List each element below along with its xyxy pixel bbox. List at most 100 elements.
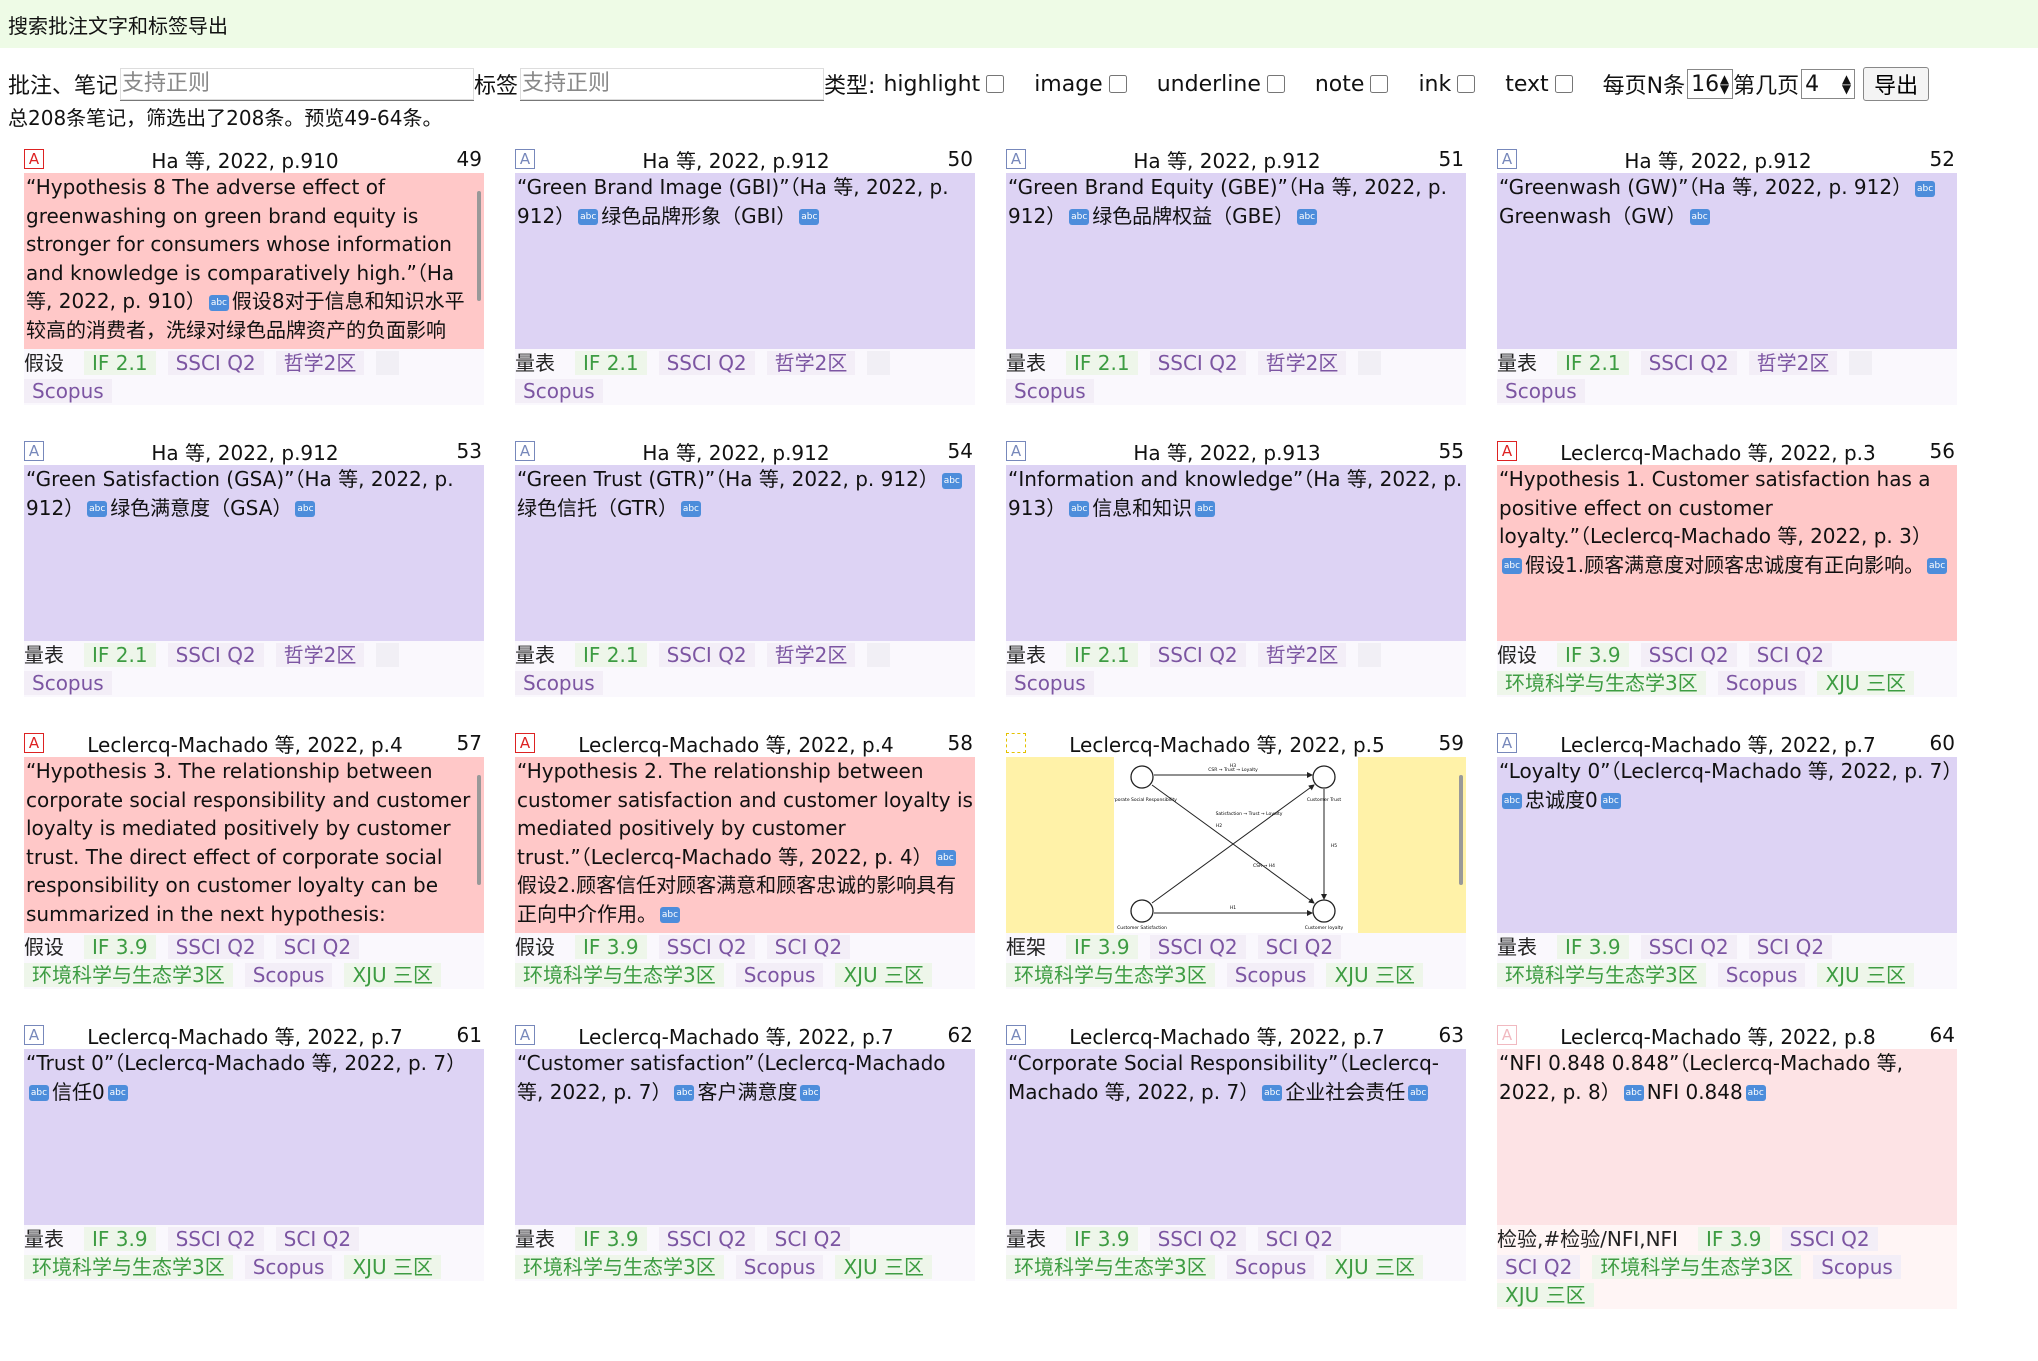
tag-chip[interactable]: SCI Q2 [275,933,371,961]
tag-chip[interactable]: SCI Q2 [275,1225,371,1253]
tag-chip[interactable]: IF 3.9 [1557,641,1641,669]
annotation-card[interactable]: A Ha 等, 2022, p.913 55 “Information and kno… [1006,437,1466,729]
export-button[interactable]: 导出 [1863,67,1930,101]
tag-chip[interactable]: XJU 三区 [344,1253,453,1281]
category-tag[interactable]: 假设 [24,933,84,961]
annotation-card[interactable]: A Ha 等, 2022, p.912 53 “Green Satisfaction … [24,437,484,729]
type-filter-checkbox[interactable] [1457,75,1476,93]
tag-chip[interactable]: Scopus [244,1253,345,1281]
type-filter-checkbox[interactable] [1266,75,1285,93]
tag-chip[interactable]: Scopus [1006,377,1106,405]
tag-chip[interactable]: IF 3.9 [1066,933,1150,961]
tag-chip[interactable]: SSCI Q2 [1640,641,1749,669]
annotation-card[interactable]: A Leclercq-Machado 等, 2022, p.4 57 “Hypothe… [24,729,484,1021]
category-tag[interactable]: 假设 [515,933,575,961]
annotation-card[interactable]: A Leclercq-Machado 等, 2022, p.3 56 “Hypothe… [1497,437,1957,729]
type-filter-checkbox[interactable] [1554,75,1573,93]
tag-chip[interactable]: SCI Q2 [1497,1253,1592,1281]
page-number-stepper[interactable]: 4 ▲ ▼ [1801,69,1856,99]
text-a-icon[interactable]: A [1497,1025,1517,1045]
tag-chip[interactable]: Scopus [1717,669,1818,697]
text-a-icon[interactable]: A [24,149,44,169]
category-tag[interactable]: 量表 [515,1225,575,1253]
text-a-icon[interactable]: A [24,441,44,461]
tag-chip[interactable]: Scopus [244,961,345,989]
tag-chip[interactable]: SCI Q2 [1748,641,1844,669]
tag-chip[interactable]: SCI Q2 [1257,933,1353,961]
stepper-arrows-icon[interactable]: ▲ ▼ [1841,72,1852,96]
tag-chip[interactable]: SSCI Q2 [1149,641,1258,669]
text-a-icon[interactable]: A [515,441,535,461]
text-a-icon[interactable]: A [24,733,44,753]
category-tag[interactable]: 假设 [24,349,84,377]
tag-chip[interactable]: SSCI Q2 [1640,933,1749,961]
text-a-icon[interactable]: A [515,733,535,753]
tag-chip[interactable]: SSCI Q2 [658,1225,767,1253]
tag-chip[interactable]: 环境科学与生态学3区 [1497,669,1718,697]
tag-chip[interactable]: IF 3.9 [1557,933,1641,961]
tag-chip[interactable]: Scopus [1717,961,1818,989]
type-filter-image[interactable]: image [1034,72,1127,97]
tag-chip[interactable] [867,641,901,669]
tag-chip[interactable]: SSCI Q2 [1149,933,1258,961]
tag-chip[interactable]: Scopus [1497,377,1597,405]
tag-chip[interactable]: 哲学2区 [275,349,377,377]
tag-chip[interactable]: 哲学2区 [1257,641,1359,669]
tag-chip[interactable]: Scopus [1006,669,1106,697]
text-a-icon[interactable]: A [1497,733,1517,753]
tag-chip[interactable]: SSCI Q2 [167,1225,276,1253]
content-scrollbar[interactable] [477,191,481,301]
annotation-card[interactable]: A Leclercq-Machado 等, 2022, p.7 61 “Trust 0… [24,1021,484,1313]
tag-chip[interactable]: SSCI Q2 [658,641,767,669]
text-a-icon[interactable]: A [1006,149,1026,169]
text-a-icon[interactable]: A [1497,441,1517,461]
text-a-icon[interactable]: A [24,1025,44,1045]
tag-chip[interactable]: IF 2.1 [1557,349,1641,377]
tag-chip[interactable]: IF 3.9 [1066,1225,1150,1253]
tag-chip[interactable]: XJU 三区 [1497,1281,1606,1309]
category-tag[interactable]: 框架 [1006,933,1066,961]
tag-chip[interactable]: SSCI Q2 [1781,1225,1890,1253]
tag-chip[interactable]: SCI Q2 [766,933,862,961]
annotation-card[interactable]: A Leclercq-Machado 等, 2022, p.4 58 “Hypothe… [515,729,975,1021]
type-filter-ink[interactable]: ink [1418,72,1476,97]
tag-chip[interactable] [1849,349,1883,377]
category-tag[interactable]: 量表 [1497,933,1557,961]
annotation-card[interactable]: A Ha 等, 2022, p.912 50 “Green Brand Image (… [515,145,975,437]
tag-chip[interactable]: 环境科学与生态学3区 [1497,961,1718,989]
tag-chip[interactable]: IF 3.9 [575,933,659,961]
tag-chip[interactable]: SSCI Q2 [1640,349,1749,377]
text-a-icon[interactable]: A [515,149,535,169]
tag-chip[interactable]: SSCI Q2 [658,349,767,377]
category-tag[interactable]: 量表 [1006,1225,1066,1253]
tag-chip[interactable] [376,641,410,669]
per-page-stepper[interactable]: 16 ▲ ▼ [1687,69,1734,99]
text-a-icon[interactable]: A [1006,1025,1026,1045]
tag-chip[interactable]: XJU 三区 [1326,1253,1435,1281]
tag-chip[interactable] [1358,349,1392,377]
tag-chip[interactable]: SSCI Q2 [1149,349,1258,377]
category-tag[interactable]: 检验,#检验/NFI,NFI [1497,1225,1698,1253]
tag-chip[interactable]: 环境科学与生态学3区 [515,961,736,989]
content-scrollbar[interactable] [477,775,481,885]
annotation-card[interactable]: Leclercq-Machado 等, 2022, p.5 59 Corporate… [1006,729,1466,1021]
tag-chip[interactable]: Scopus [1226,961,1327,989]
tag-chip[interactable]: SSCI Q2 [1149,1225,1258,1253]
type-filter-note[interactable]: note [1315,72,1389,97]
type-filter-checkbox[interactable] [1108,75,1127,93]
tag-chip[interactable]: 环境科学与生态学3区 [1006,961,1227,989]
tag-chip[interactable]: XJU 三区 [835,961,944,989]
tag-chip[interactable]: Scopus [24,377,124,405]
tag-chip[interactable]: SCI Q2 [766,1225,862,1253]
type-filter-underline[interactable]: underline [1157,72,1285,97]
tag-chip[interactable]: IF 2.1 [1066,349,1150,377]
tag-chip[interactable]: XJU 三区 [1817,669,1926,697]
tag-chip[interactable]: Scopus [515,377,615,405]
tag-chip[interactable]: SSCI Q2 [167,349,276,377]
annotation-card[interactable]: A Leclercq-Machado 等, 2022, p.7 62 “Custome… [515,1021,975,1313]
tag-chip[interactable]: 哲学2区 [766,641,868,669]
annotation-card[interactable]: A Leclercq-Machado 等, 2022, p.7 60 “Loyalty… [1497,729,1957,1021]
tag-chip[interactable]: IF 3.9 [84,933,168,961]
tag-chip[interactable]: SCI Q2 [1748,933,1844,961]
tag-chip[interactable]: Scopus [735,1253,836,1281]
